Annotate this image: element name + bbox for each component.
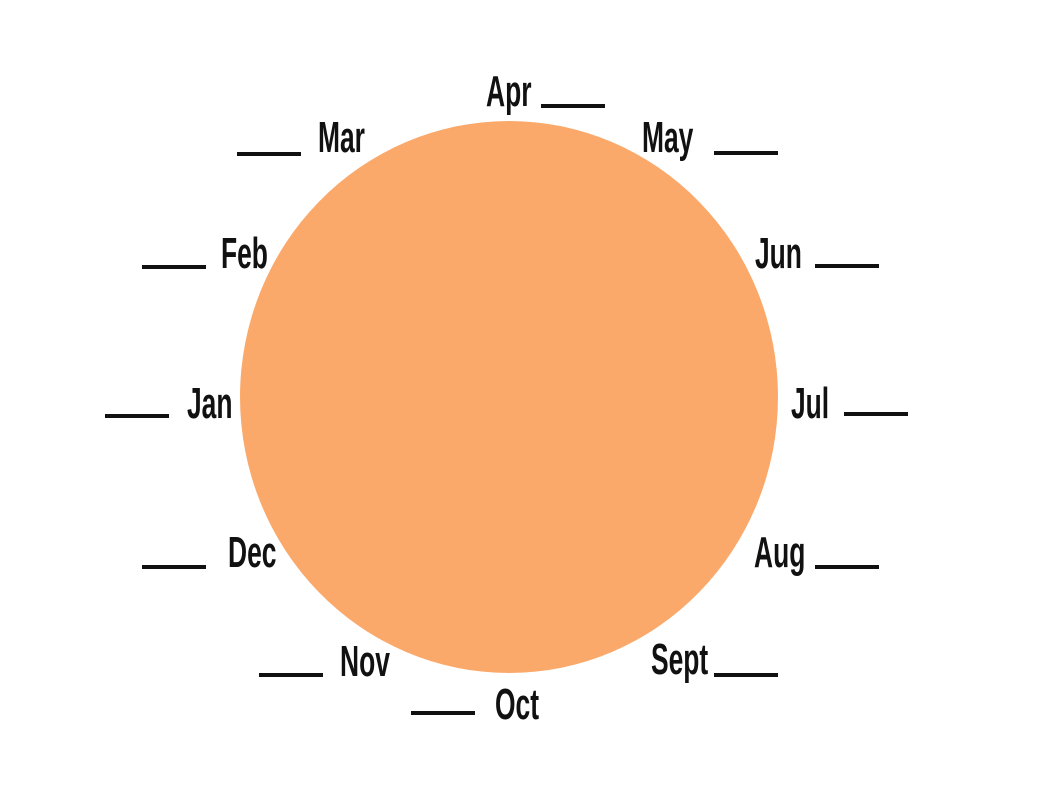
month-label-jan: Jan [187, 379, 233, 428]
month-label-mar: Mar [318, 113, 365, 162]
month-label-may: May [642, 113, 694, 162]
month-label-feb: Feb [221, 229, 268, 278]
orange-circle [240, 121, 778, 673]
month-label-aug: Aug [754, 528, 806, 577]
answer-blank-jul[interactable] [844, 412, 908, 416]
answer-blank-dec[interactable] [142, 565, 206, 569]
month-label-dec: Dec [228, 528, 277, 577]
answer-blank-may[interactable] [714, 151, 778, 155]
month-label-oct: Oct [495, 680, 540, 729]
answer-blank-mar[interactable] [237, 152, 301, 156]
month-label-apr: Apr [486, 67, 532, 116]
month-label-jun: Jun [755, 229, 802, 278]
month-label-nov: Nov [340, 637, 390, 686]
answer-blank-jun[interactable] [815, 264, 879, 268]
answer-blank-feb[interactable] [142, 265, 206, 269]
answer-blank-oct[interactable] [411, 711, 475, 715]
answer-blank-nov[interactable] [259, 673, 323, 677]
answer-blank-aug[interactable] [815, 565, 879, 569]
answer-blank-sept[interactable] [714, 673, 778, 677]
month-label-jul: Jul [791, 379, 830, 428]
answer-blank-apr[interactable] [541, 104, 605, 108]
answer-blank-jan[interactable] [105, 414, 169, 418]
month-label-sept: Sept [651, 635, 709, 684]
